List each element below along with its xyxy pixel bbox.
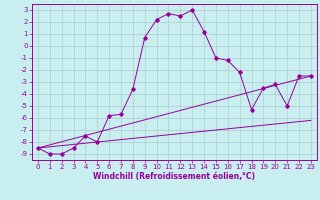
X-axis label: Windchill (Refroidissement éolien,°C): Windchill (Refroidissement éolien,°C) [93,172,255,181]
